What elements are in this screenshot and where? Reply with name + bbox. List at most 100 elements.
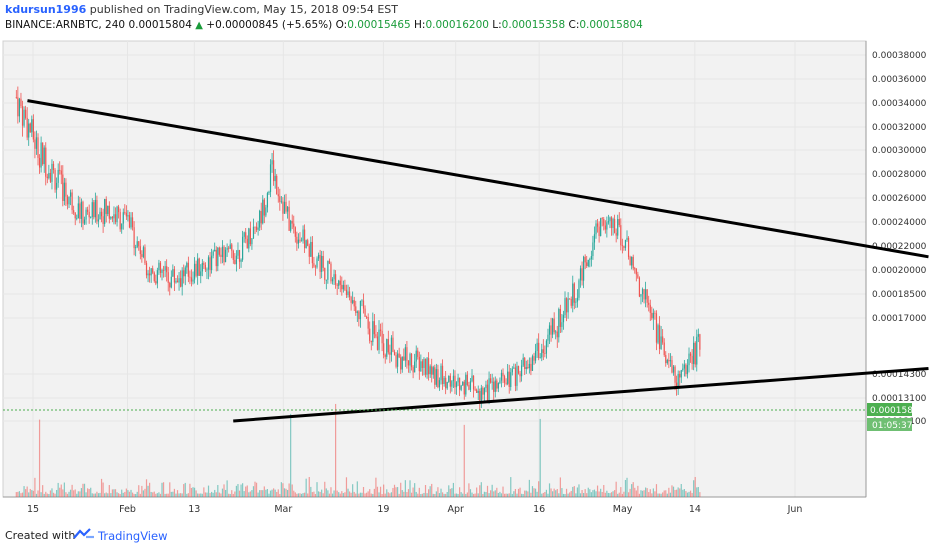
candle-body: [423, 359, 425, 368]
volume-bar: [353, 491, 355, 497]
candle-body: [570, 299, 572, 306]
volume-bar: [100, 478, 103, 497]
candle-body: [176, 280, 179, 283]
candle-body: [514, 367, 517, 386]
volume-bar: [282, 483, 284, 497]
volume-bar: [415, 491, 417, 497]
candle-body: [364, 308, 366, 317]
candle-body: [601, 218, 603, 220]
volume-bar: [542, 492, 544, 497]
volume-bar: [581, 490, 583, 497]
volume-bar: [570, 490, 572, 497]
volume-bar: [38, 419, 41, 497]
candle-body: [494, 380, 496, 392]
candle-body: [304, 229, 306, 249]
volume-bar: [463, 424, 465, 497]
volume-bar: [262, 490, 264, 497]
author-link[interactable]: kdursun1996: [5, 3, 87, 16]
x-tick-label: 16: [533, 504, 545, 515]
candle-body: [114, 214, 117, 223]
chart-area[interactable]: 0.00038000 0.00036000 0.00034000 0.00032000…: [0, 38, 932, 518]
volume-bar: [364, 493, 366, 497]
volume-bar: [286, 489, 289, 497]
volume-bar: [133, 493, 135, 497]
candle-body: [409, 353, 411, 366]
candle-body: [689, 353, 692, 356]
candle-body: [34, 139, 36, 149]
volume-bar: [507, 493, 509, 497]
candle-body: [124, 212, 126, 214]
volume-bar: [290, 413, 292, 497]
volume-bar: [158, 492, 160, 497]
candle-body: [105, 199, 107, 214]
candle-body: [516, 366, 518, 386]
candle-body: [162, 269, 165, 271]
volume-bar: [645, 487, 647, 497]
volume-bar: [187, 493, 189, 497]
volume-bar: [116, 492, 118, 497]
y-tick-label: 0.00032000: [872, 123, 927, 133]
price-chart[interactable]: 0.00038000 0.00036000 0.00034000 0.00032000…: [0, 38, 932, 518]
candle-body: [25, 109, 27, 118]
y-tick-label: 0.00022000: [872, 242, 927, 252]
candle-body: [617, 219, 619, 236]
candle-body: [131, 217, 134, 228]
candle-body: [452, 375, 455, 382]
candle-body: [187, 262, 189, 277]
volume-bar: [519, 487, 521, 497]
tradingview-logo-icon[interactable]: [73, 527, 95, 541]
volume-bar: [214, 489, 216, 497]
candle-body: [418, 356, 420, 372]
candle-body: [221, 246, 224, 258]
candle-body: [276, 175, 278, 195]
volume-bar: [488, 493, 490, 497]
candle-body: [217, 247, 219, 267]
candle-body: [387, 339, 389, 353]
candle-body: [370, 340, 372, 343]
candle-body: [414, 361, 416, 373]
volume-bar: [434, 493, 436, 497]
candle-body: [195, 263, 197, 276]
candle-body: [116, 206, 118, 223]
candle-body: [76, 218, 78, 220]
candle-body: [511, 368, 513, 373]
volume-bar: [248, 492, 250, 497]
volume-bar: [528, 479, 530, 497]
volume-bar: [276, 491, 278, 497]
candle-body: [43, 147, 45, 165]
candle-body: [249, 228, 251, 245]
candle-body: [397, 353, 399, 367]
volume-bar: [195, 490, 197, 497]
volume-bar: [476, 487, 478, 497]
candle-body: [476, 389, 478, 393]
candle-body: [88, 211, 90, 218]
candle-body: [345, 289, 348, 296]
volume-bar: [657, 493, 659, 497]
volume-bar: [49, 490, 52, 497]
volume-bar: [576, 487, 579, 497]
volume-bar: [404, 480, 406, 497]
candle-body: [234, 259, 236, 265]
candle-body: [223, 246, 225, 263]
volume-bar: [652, 488, 654, 497]
candle-body: [262, 199, 264, 224]
volume-bar: [398, 493, 400, 497]
candle-body: [280, 201, 282, 203]
tradingview-brand-link[interactable]: TradingView: [98, 529, 168, 543]
candle-body: [604, 225, 606, 230]
volume-bar: [228, 493, 230, 497]
volume-bar: [124, 491, 126, 497]
ohlc-line: BINANCE:ARNBTC, 240 0.00015804 ▲ +0.0000…: [5, 19, 643, 31]
volume-bar: [587, 487, 589, 497]
volume-bar: [73, 490, 75, 497]
x-tick-label: 13: [188, 504, 200, 515]
volume-bar: [330, 487, 332, 497]
volume-bar: [68, 491, 70, 497]
volume-bar: [610, 492, 613, 497]
volume-bar: [249, 491, 251, 497]
candle-body: [522, 357, 524, 366]
volume-bar: [164, 493, 166, 497]
candle-body: [528, 363, 530, 369]
candle-body: [336, 284, 338, 286]
candle-body: [448, 375, 450, 382]
